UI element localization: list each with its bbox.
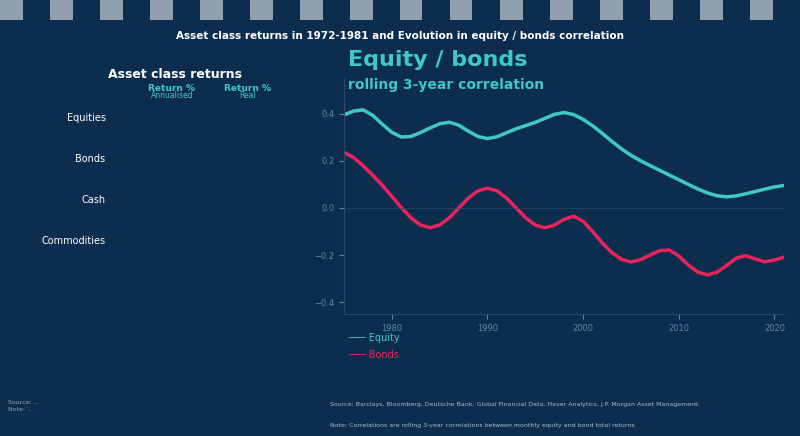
Text: 22.5: 22.5 (140, 235, 175, 249)
Text: Source: Barclays, Bloomberg, Deutsche Bank, Global Financial Data, Haver Analyti: Source: Barclays, Bloomberg, Deutsche Ba… (330, 402, 699, 407)
Text: rolling 3-year correlation: rolling 3-year correlation (348, 78, 544, 92)
Bar (700, 0, 722, 20)
Text: 0.1: 0.1 (242, 112, 266, 126)
Text: Asset class returns: Asset class returns (108, 68, 242, 81)
Text: Bonds: Bonds (75, 154, 106, 164)
Text: ─── Bonds: ─── Bonds (348, 351, 399, 360)
Text: 9.4: 9.4 (146, 112, 170, 126)
Text: -3.7: -3.7 (238, 194, 269, 208)
Text: -4.0: -4.0 (238, 153, 269, 167)
Text: Equity / bonds: Equity / bonds (348, 50, 527, 70)
Bar (600, 0, 622, 20)
Bar (250, 0, 273, 20)
Bar (750, 0, 773, 20)
Bar (500, 0, 522, 20)
Text: Note: ...: Note: ... (8, 407, 33, 412)
Text: 13.3: 13.3 (237, 235, 270, 249)
Text: Equities: Equities (66, 113, 106, 123)
Text: Return %: Return % (149, 84, 195, 93)
Text: Return %: Return % (225, 84, 271, 93)
Bar (200, 0, 222, 20)
Text: Real: Real (240, 91, 256, 100)
Bar (50, 0, 73, 20)
Text: Asset class returns in 1972-1981 and Evolution in equity / bonds correlation: Asset class returns in 1972-1981 and Evo… (176, 31, 624, 41)
Text: Note: Correlations are rolling 3-year correlations between monthly equity and bo: Note: Correlations are rolling 3-year co… (330, 423, 636, 428)
Bar (300, 0, 322, 20)
Text: Annualised: Annualised (150, 91, 194, 100)
Text: Source: ...: Source: ... (8, 401, 40, 405)
Bar (0, 0, 22, 20)
Text: ─── Equity: ─── Equity (348, 333, 400, 343)
Bar (550, 0, 573, 20)
Text: Cash: Cash (82, 195, 106, 204)
Text: Commodities: Commodities (42, 236, 106, 245)
Bar (400, 0, 422, 20)
Bar (100, 0, 122, 20)
Text: 5.5: 5.5 (146, 194, 170, 208)
Bar (450, 0, 473, 20)
Bar (350, 0, 373, 20)
Bar (650, 0, 673, 20)
Text: 5.2: 5.2 (146, 153, 170, 167)
Bar (150, 0, 173, 20)
